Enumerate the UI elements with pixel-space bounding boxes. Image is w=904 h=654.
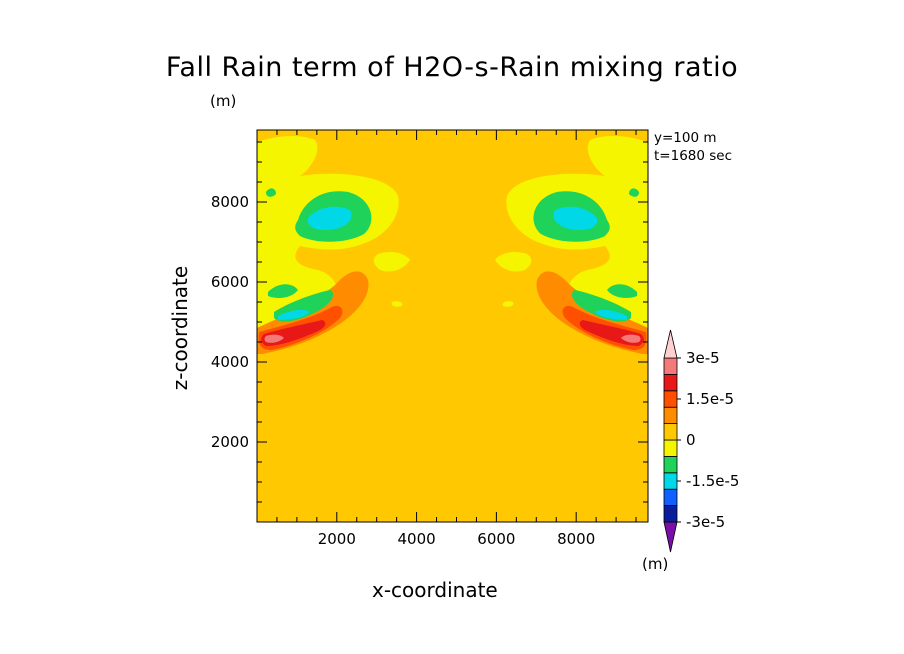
contour-fill-cyan [553,206,598,230]
y-axis-ticks: 2000 4000 6000 8000 [211,193,648,451]
colorbar-label: 0 [686,431,696,449]
x-tick-label: 6000 [477,530,515,548]
contour-fill-green [266,188,276,197]
contour-fill-cyan [307,206,352,230]
contour-fill-green [268,284,298,298]
contour-fill-cyan [595,309,627,320]
y-tick-label: 8000 [211,193,249,211]
contour-fill-green [607,284,637,298]
annotation-y: y=100 m [654,130,717,146]
contour-fill-green [629,188,639,197]
title-unit: (m) [210,92,237,110]
x-tick-label: 8000 [557,530,595,548]
colorbar-label: -1.5e-5 [686,472,739,490]
colorbar-label: 1.5e-5 [686,390,734,408]
contour-fill-yellow [391,301,403,307]
x-tick-label: 2000 [318,530,356,548]
plot-area: 2000 4000 6000 8000 2000 4000 6000 8000 [211,129,649,548]
contour-fill-pink [264,334,284,343]
annotation-time: t=1680 sec [654,148,733,164]
x-tick-label: 4000 [397,530,435,548]
contour-fill-cyan [278,309,310,320]
colorbar-bin [663,406,678,425]
colorbar-unit: (m) [642,555,669,573]
minor-ticks [257,130,648,522]
plot-frame [256,129,649,523]
colorbar-bin [663,373,678,392]
colorbar-arrow-low [663,521,678,553]
x-axis-ticks: 2000 4000 6000 8000 [318,130,595,548]
y-tick-label: 6000 [211,273,249,291]
chart-title: Fall Rain term of H2O-s-Rain mixing rati… [165,52,739,83]
contour-fill-pink [621,334,641,343]
colorbar-label: -3e-5 [686,513,725,531]
colorbar-bin [663,455,678,474]
contour-left-half [257,136,410,354]
contour-fill-yellow [373,252,410,272]
colorbar-arrow-high [663,329,678,359]
colorbar-bin [663,439,678,457]
colorbar-bin [663,423,678,441]
colorbar-label: 3e-5 [686,349,720,367]
colorbar-bin [663,472,678,490]
y-tick-label: 4000 [211,353,249,371]
colorbar: 3e-5 1.5e-5 0 -1.5e-5 -3e-5 [663,329,739,553]
contour-fill-yellow [502,301,514,307]
y-tick-label: 2000 [211,433,249,451]
x-axis-label: x-coordinate [372,578,498,602]
contour-right-half [495,136,648,354]
contour-fill-yellow [495,252,532,272]
colorbar-bin [663,390,678,408]
colorbar-bin [663,488,678,507]
colorbar-bin [663,505,678,523]
colorbar-bin [663,357,678,375]
